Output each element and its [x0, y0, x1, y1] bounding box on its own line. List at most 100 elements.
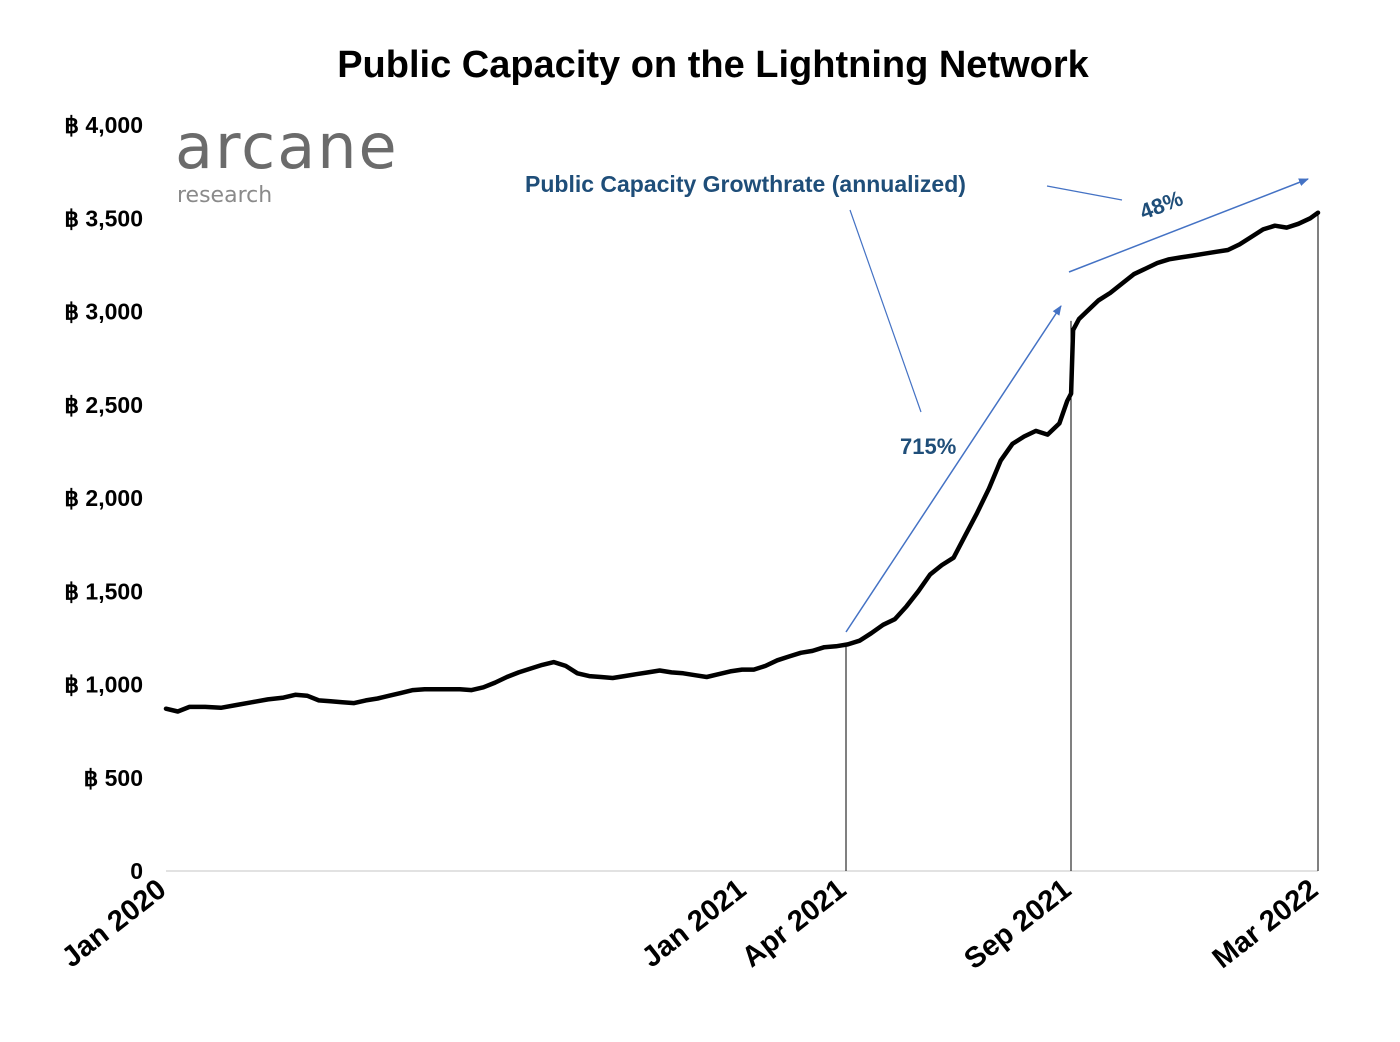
data-point — [250, 700, 254, 704]
y-tick-label: ฿ 2,500 — [64, 392, 143, 418]
data-point — [658, 668, 662, 673]
data-point — [1226, 248, 1230, 252]
data-point — [493, 681, 497, 685]
data-point — [1120, 281, 1124, 286]
growth-arrow-2 — [1068, 178, 1309, 273]
data-point — [893, 617, 897, 621]
chart-title: Public Capacity on the Lightning Network — [337, 44, 1089, 86]
data-point — [470, 688, 474, 692]
data-point — [1077, 317, 1081, 321]
data-point — [364, 698, 368, 703]
x-tick-label: Jan 2020 — [56, 873, 172, 974]
data-point — [1144, 267, 1148, 271]
data-point — [1249, 235, 1253, 239]
data-point — [540, 663, 544, 667]
data-point — [1097, 298, 1101, 302]
y-tick-label: ฿ 2,000 — [64, 485, 143, 511]
data-point — [505, 675, 509, 679]
data-point — [481, 685, 485, 689]
data-point — [352, 701, 356, 705]
data-point — [446, 687, 450, 691]
data-point — [846, 642, 850, 647]
vertical-markers — [845, 212, 1319, 871]
data-point — [869, 631, 873, 635]
data-point — [787, 654, 791, 659]
data-point — [1202, 252, 1206, 256]
x-tick-label: Apr 2021 — [736, 873, 852, 974]
data-point — [234, 703, 239, 707]
data-point — [1167, 257, 1171, 261]
series-line — [163, 210, 1321, 714]
data-point — [740, 668, 744, 672]
data-point — [693, 673, 697, 677]
data-point — [1034, 429, 1038, 433]
data-point — [164, 707, 168, 711]
data-point — [1065, 399, 1069, 403]
x-tick-label: Mar 2022 — [1207, 873, 1325, 975]
data-point — [705, 675, 709, 679]
annotations: Public Capacity Growthrate (annualized) … — [525, 171, 1309, 633]
y-tick-label: ฿ 500 — [84, 765, 143, 791]
data-point — [1261, 227, 1265, 231]
data-point — [810, 649, 815, 653]
x-tick-label: Sep 2021 — [959, 873, 1078, 976]
data-point — [1132, 272, 1136, 276]
data-point — [1069, 392, 1073, 396]
growth-label-715: 715% — [900, 434, 956, 459]
data-point — [387, 694, 391, 698]
data-point — [1191, 254, 1195, 258]
data-point — [1214, 250, 1218, 254]
data-point — [881, 623, 885, 627]
logo-main-text: arcane — [175, 110, 399, 183]
data-point — [317, 698, 321, 703]
data-point — [587, 674, 591, 678]
data-point — [329, 699, 333, 703]
data-point — [1296, 222, 1300, 226]
headline-pointer-line-2 — [1046, 185, 1123, 201]
data-point — [716, 672, 721, 676]
data-point — [1308, 216, 1312, 220]
data-point — [203, 705, 207, 709]
data-point — [611, 676, 615, 680]
data-point — [423, 687, 427, 691]
data-point — [187, 705, 192, 709]
data-point — [646, 670, 650, 675]
y-axis: 0 ฿ 500 ฿ 1,000 ฿ 1,500 ฿ 2,000 ฿ 2,500 ฿ 3,00… — [64, 112, 143, 884]
data-point — [940, 563, 944, 567]
series-layer — [163, 210, 1321, 714]
data-point — [858, 639, 862, 643]
data-point — [916, 589, 920, 593]
growthrate-headline: Public Capacity Growthrate (annualized) — [525, 171, 966, 197]
data-point — [1285, 226, 1289, 230]
data-point — [1085, 309, 1089, 314]
data-point — [1316, 211, 1320, 215]
arcane-logo: arcane research — [175, 110, 399, 208]
data-point — [340, 700, 344, 704]
data-point — [1238, 242, 1242, 246]
data-point — [1108, 291, 1112, 295]
data-point — [434, 687, 438, 691]
data-point — [987, 487, 991, 491]
data-point — [775, 658, 779, 662]
data-point — [575, 671, 580, 675]
growth-arrow-1 — [845, 305, 1062, 633]
data-point — [552, 660, 556, 664]
data-point — [952, 556, 956, 560]
data-point — [1179, 255, 1183, 259]
y-tick-label: ฿ 3,000 — [64, 299, 143, 325]
y-tick-label: ฿ 3,500 — [64, 205, 143, 231]
data-point — [411, 688, 415, 692]
data-point — [822, 645, 826, 649]
data-point — [1010, 442, 1015, 446]
data-point — [399, 691, 403, 695]
y-tick-label: ฿ 4,000 — [64, 112, 143, 138]
data-point — [219, 706, 223, 710]
data-point — [928, 572, 932, 577]
data-point — [458, 687, 462, 691]
data-point — [599, 675, 603, 679]
data-point — [376, 696, 380, 701]
data-point — [834, 644, 838, 648]
data-point — [963, 533, 967, 537]
headline-pointer-line-1 — [849, 209, 922, 413]
